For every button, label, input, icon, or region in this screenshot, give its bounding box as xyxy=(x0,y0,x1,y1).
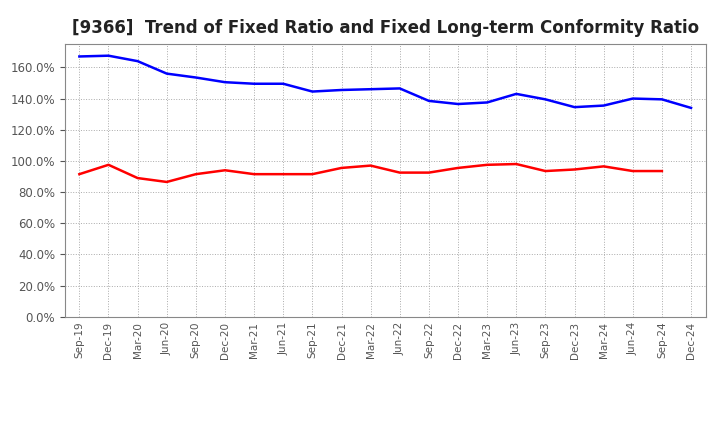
Line: Fixed Long-term Conformity Ratio: Fixed Long-term Conformity Ratio xyxy=(79,164,662,182)
Fixed Long-term Conformity Ratio xyxy=(454,165,462,171)
Fixed Ratio xyxy=(308,89,317,94)
Fixed Long-term Conformity Ratio xyxy=(220,168,229,173)
Fixed Ratio xyxy=(192,75,200,80)
Fixed Ratio xyxy=(629,96,637,101)
Fixed Ratio xyxy=(279,81,287,86)
Fixed Ratio xyxy=(570,104,579,110)
Fixed Ratio xyxy=(454,101,462,106)
Fixed Ratio xyxy=(75,54,84,59)
Title: [9366]  Trend of Fixed Ratio and Fixed Long-term Conformity Ratio: [9366] Trend of Fixed Ratio and Fixed Lo… xyxy=(71,19,699,37)
Fixed Long-term Conformity Ratio xyxy=(133,176,142,181)
Fixed Ratio xyxy=(657,97,666,102)
Fixed Long-term Conformity Ratio xyxy=(512,161,521,167)
Fixed Ratio xyxy=(220,80,229,85)
Fixed Long-term Conformity Ratio xyxy=(629,169,637,174)
Fixed Long-term Conformity Ratio xyxy=(308,172,317,177)
Fixed Ratio xyxy=(425,98,433,103)
Fixed Ratio xyxy=(366,87,375,92)
Fixed Long-term Conformity Ratio xyxy=(395,170,404,175)
Fixed Ratio xyxy=(483,100,492,105)
Fixed Long-term Conformity Ratio xyxy=(599,164,608,169)
Fixed Long-term Conformity Ratio xyxy=(279,172,287,177)
Fixed Ratio xyxy=(104,53,113,59)
Fixed Long-term Conformity Ratio xyxy=(570,167,579,172)
Fixed Ratio xyxy=(250,81,258,86)
Fixed Long-term Conformity Ratio xyxy=(657,169,666,174)
Fixed Ratio xyxy=(337,88,346,93)
Fixed Ratio xyxy=(541,97,550,102)
Fixed Ratio xyxy=(512,91,521,96)
Fixed Long-term Conformity Ratio xyxy=(483,162,492,168)
Fixed Long-term Conformity Ratio xyxy=(425,170,433,175)
Fixed Long-term Conformity Ratio xyxy=(366,163,375,168)
Fixed Ratio xyxy=(599,103,608,108)
Fixed Long-term Conformity Ratio xyxy=(541,169,550,174)
Fixed Long-term Conformity Ratio xyxy=(163,180,171,185)
Fixed Long-term Conformity Ratio xyxy=(250,172,258,177)
Fixed Long-term Conformity Ratio xyxy=(337,165,346,171)
Fixed Ratio xyxy=(687,105,696,110)
Line: Fixed Ratio: Fixed Ratio xyxy=(79,56,691,108)
Fixed Long-term Conformity Ratio xyxy=(75,172,84,177)
Fixed Ratio xyxy=(133,59,142,64)
Fixed Ratio xyxy=(163,71,171,76)
Fixed Ratio xyxy=(395,86,404,91)
Fixed Long-term Conformity Ratio xyxy=(104,162,113,168)
Fixed Long-term Conformity Ratio xyxy=(192,172,200,177)
